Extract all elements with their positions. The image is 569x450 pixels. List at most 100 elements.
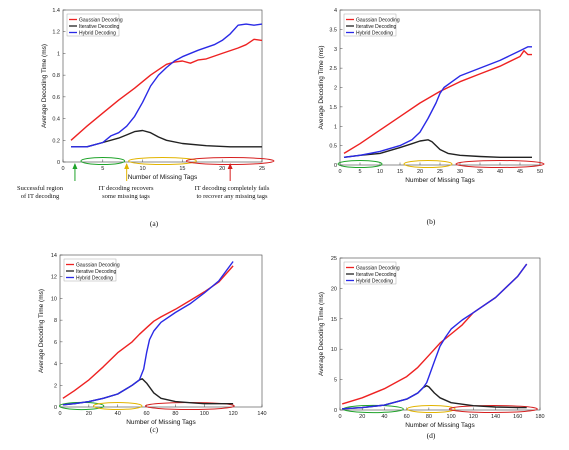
series-line-gaussian	[343, 50, 532, 154]
y-tick-label: 14	[51, 253, 57, 259]
x-tick-label: 50	[537, 169, 543, 175]
y-tick-label: 4	[54, 362, 57, 368]
y-axis-label: Average Decoding Time (ms)	[318, 45, 325, 129]
legend-entry: Gaussian Decoding	[79, 17, 123, 23]
y-tick-label: 1	[57, 51, 60, 57]
x-tick-label: 60	[404, 414, 410, 420]
legend-entry: Hybrid Decoding	[356, 278, 393, 284]
y-tick-label: 0.2	[52, 138, 60, 144]
y-tick-label: 3.5	[329, 27, 337, 33]
x-tick-label: 30	[457, 169, 463, 175]
panel-label: (d)	[427, 431, 436, 440]
x-axis-label: Number of Missing Tags	[405, 177, 475, 184]
x-tick-label: 0	[338, 414, 341, 420]
x-tick-label: 100	[200, 411, 209, 417]
region-ellipse-yellow	[92, 402, 143, 410]
x-axis-label: Number of Missing Tags	[128, 174, 198, 181]
x-tick-label: 60	[144, 411, 150, 417]
series-line-hybrid	[342, 263, 528, 410]
annotation-text: to recover any missing tags	[196, 193, 268, 200]
annotation-text: IT decoding recovers	[98, 185, 154, 192]
x-tick-label: 120	[229, 411, 238, 417]
x-tick-label: 80	[172, 411, 178, 417]
y-tick-label: 6	[54, 340, 57, 346]
legend-entry: Iterative Decoding	[79, 24, 120, 30]
x-tick-label: 140	[257, 411, 266, 417]
y-axis-label: Average Decoding Time (ms)	[38, 289, 45, 373]
legend-entry: Hybrid Decoding	[79, 30, 116, 36]
series-line-hybrid	[71, 23, 263, 148]
y-tick-label: 2	[334, 86, 337, 92]
arrow-red-head	[227, 163, 233, 169]
legend-entry: Gaussian Decoding	[356, 265, 400, 271]
legend-entry: Iterative Decoding	[356, 272, 397, 278]
panel-label: (a)	[150, 219, 159, 228]
series-line-iterative	[71, 129, 262, 148]
x-tick-label: 25	[259, 166, 265, 172]
y-tick-label: 8	[54, 318, 57, 324]
x-tick-label: 15	[179, 166, 185, 172]
arrow-green-head	[72, 163, 78, 169]
annotation-text: of IT decoding	[21, 193, 60, 200]
series-line-iterative	[343, 139, 532, 159]
y-tick-label: 2	[54, 383, 57, 389]
x-tick-label: 15	[397, 169, 403, 175]
x-tick-label: 40	[115, 411, 121, 417]
annotation-text: IT decoding completely fails	[195, 185, 270, 192]
x-tick-label: 5	[358, 169, 361, 175]
region-ellipse-yellow	[128, 157, 197, 165]
region-ellipse-red	[448, 405, 538, 413]
y-tick-label: 0	[334, 408, 337, 414]
chart-panel-d: 0 20 40 60 80 100 120 140 160 180 0 5 10 15 20 25 Number…	[318, 256, 545, 440]
y-tick-label: 25	[331, 256, 337, 262]
y-tick-label: 0	[54, 405, 57, 411]
x-tick-label: 35	[477, 169, 483, 175]
y-tick-label: 2.5	[329, 66, 337, 72]
y-tick-label: 0	[57, 160, 60, 166]
y-tick-label: 0.6	[52, 95, 60, 101]
x-tick-label: 160	[513, 414, 522, 420]
y-tick-label: 0.8	[52, 73, 60, 79]
annotation-text: Successful region	[17, 185, 64, 192]
x-tick-label: 40	[381, 414, 387, 420]
y-tick-label: 10	[331, 347, 337, 353]
series-line-gaussian	[70, 38, 263, 141]
x-tick-label: 120	[469, 414, 478, 420]
x-tick-label: 5	[101, 166, 104, 172]
y-axis-label: Average Decoding Time (ms)	[41, 44, 48, 128]
x-tick-label: 20	[417, 169, 423, 175]
y-tick-label: 4	[334, 8, 337, 14]
x-tick-label: 0	[61, 166, 64, 172]
y-tick-label: 0.4	[52, 117, 60, 123]
y-tick-label: 3	[334, 47, 337, 53]
legend-box	[343, 261, 397, 285]
y-tick-label: 20	[331, 286, 337, 292]
region-ellipse-green	[337, 160, 383, 168]
x-tick-label: 80	[426, 414, 432, 420]
panel-label: (c)	[150, 425, 159, 434]
y-tick-label: 5	[334, 378, 337, 384]
y-tick-label: 1.2	[52, 30, 60, 36]
x-tick-label: 25	[437, 169, 443, 175]
legend-entry: Gaussian Decoding	[76, 262, 120, 268]
legend-entry: Gaussian Decoding	[356, 17, 400, 23]
y-tick-label: 0	[334, 163, 337, 169]
region-ellipse-yellow	[406, 405, 456, 413]
arrow-yellow-head	[124, 163, 130, 169]
x-tick-label: 140	[491, 414, 500, 420]
y-axis-label: Average Decoding Time (ms)	[318, 292, 325, 376]
series-line-hybrid	[62, 261, 234, 406]
region-ellipse-yellow	[403, 160, 453, 168]
series-line-gaussian	[62, 265, 234, 399]
legend-box	[343, 13, 397, 37]
y-tick-label: 15	[331, 317, 337, 323]
legend-box	[63, 258, 117, 282]
x-tick-label: 0	[338, 169, 341, 175]
x-tick-label: 20	[86, 411, 92, 417]
y-tick-label: 1.5	[329, 105, 337, 111]
panel-label: (b)	[427, 217, 436, 226]
x-tick-label: 20	[359, 414, 365, 420]
region-ellipse-green	[80, 157, 126, 165]
